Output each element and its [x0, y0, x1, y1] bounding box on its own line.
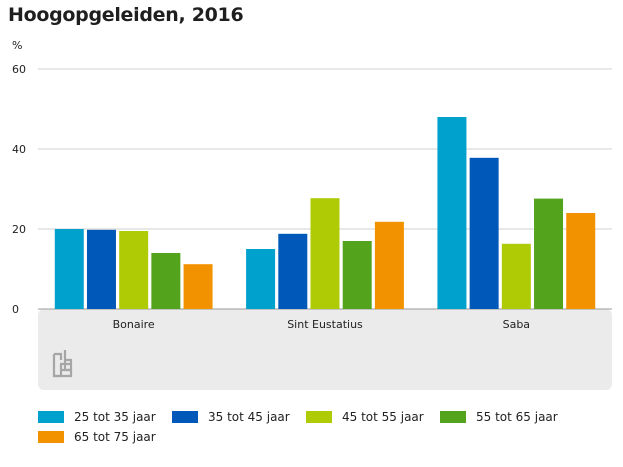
- legend-swatch: [38, 431, 64, 443]
- y-axis-ticks: 0 20 40 60: [12, 63, 26, 316]
- y-axis-unit-label: %: [12, 39, 23, 52]
- bar: [151, 253, 181, 309]
- legend: 25 tot 35 jaar 35 tot 45 jaar 45 tot 55 ja…: [38, 410, 618, 444]
- legend-label: 55 tot 65 jaar: [476, 410, 558, 424]
- legend-swatch: [172, 411, 198, 423]
- y-tick-label: 20: [12, 223, 26, 236]
- legend-swatch: [38, 411, 64, 423]
- chart-title: Hoogopgeleiden, 2016: [8, 4, 244, 26]
- x-tick-label: Saba: [503, 318, 530, 331]
- bar: [310, 198, 340, 309]
- bar: [342, 241, 372, 309]
- legend-label: 35 tot 45 jaar: [208, 410, 290, 424]
- bar: [119, 231, 149, 309]
- bar: [86, 229, 116, 309]
- y-tick-label: 40: [12, 143, 26, 156]
- bar: [437, 117, 467, 309]
- y-tick-label: 60: [12, 63, 26, 76]
- legend-swatch: [440, 411, 466, 423]
- bar: [183, 264, 213, 309]
- legend-item: 55 tot 65 jaar: [440, 410, 574, 424]
- bar: [469, 157, 499, 309]
- legend-item: 65 tot 75 jaar: [38, 430, 172, 444]
- bar: [246, 249, 276, 309]
- x-tick-label: Bonaire: [113, 318, 155, 331]
- legend-item: 25 tot 35 jaar: [38, 410, 172, 424]
- bars: [54, 117, 596, 309]
- legend-label: 25 tot 35 jaar: [74, 410, 156, 424]
- legend-label: 65 tot 75 jaar: [74, 430, 156, 444]
- x-tick-label: Sint Eustatius: [287, 318, 363, 331]
- bar: [54, 229, 84, 309]
- legend-item: 35 tot 45 jaar: [172, 410, 306, 424]
- x-axis-labels: Bonaire Sint Eustatius Saba: [113, 318, 530, 331]
- y-tick-label: 0: [12, 303, 19, 316]
- legend-label: 45 tot 55 jaar: [342, 410, 424, 424]
- legend-swatch: [306, 411, 332, 423]
- category-band-background: [38, 309, 612, 390]
- bar: [534, 198, 564, 309]
- bar: [374, 221, 404, 309]
- legend-item: 45 tot 55 jaar: [306, 410, 440, 424]
- bar: [566, 213, 596, 309]
- bar: [501, 243, 531, 309]
- cbs-logo-icon: [52, 350, 73, 378]
- bar: [278, 233, 308, 309]
- bar-chart: 0 20 40 60 Bonaire Sint Eustatius Saba: [12, 63, 612, 390]
